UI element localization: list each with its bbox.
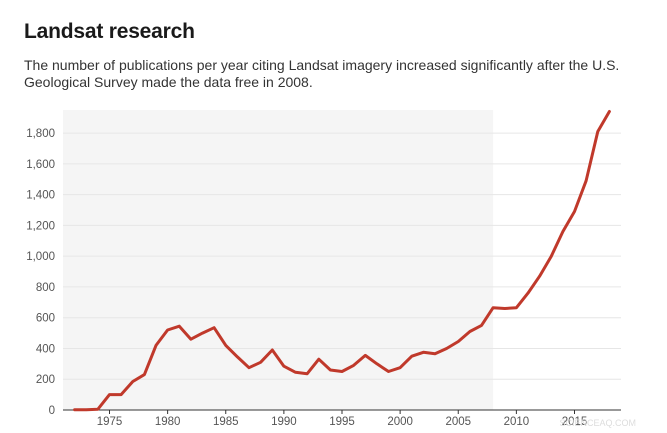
y-tick-label: 1,200 xyxy=(26,220,55,232)
watermark-layer: SCIENCEAQ.COM xyxy=(559,418,636,428)
y-tick-label: 1,400 xyxy=(26,190,55,202)
x-tick-label: 2010 xyxy=(504,416,530,428)
y-tick-label: 400 xyxy=(36,343,55,355)
x-tick-label: 1990 xyxy=(271,416,297,428)
x-axis: 1975 1980 1985 1990 1995 2000 2005 2010 2015 xyxy=(63,409,621,428)
x-tick-label: 2000 xyxy=(387,416,413,428)
chart-title: Landsat research xyxy=(24,20,195,43)
shaded-region-layer xyxy=(63,110,494,410)
y-tick-label: 800 xyxy=(36,282,55,294)
watermark-text: SCIENCEAQ.COM xyxy=(559,418,636,428)
x-tick-label: 1980 xyxy=(155,416,181,428)
y-tick-label: 1,000 xyxy=(26,251,55,263)
x-tick-label: 1985 xyxy=(213,416,239,428)
shaded-period xyxy=(63,110,494,410)
series-layer xyxy=(73,110,611,412)
series-line xyxy=(73,110,611,412)
y-tick-label: 1,600 xyxy=(26,159,55,171)
y-tick-label: 1,800 xyxy=(26,128,55,140)
chart-subtitle: The number of publications per year citi… xyxy=(24,57,620,90)
x-tick-label: 2005 xyxy=(445,416,471,428)
grid-layer xyxy=(63,132,621,380)
x-tick-label: 1975 xyxy=(97,416,123,428)
x-tick-label: 1995 xyxy=(329,416,355,428)
y-axis-labels: 0 200 400 600 800 1,000 1,200 1,400 1,600 1,800 xyxy=(26,128,55,417)
y-tick-label: 0 xyxy=(49,405,55,417)
y-tick-label: 600 xyxy=(36,313,55,325)
x-tick-label: 2015 xyxy=(562,416,588,428)
y-tick-label: 200 xyxy=(36,374,55,386)
